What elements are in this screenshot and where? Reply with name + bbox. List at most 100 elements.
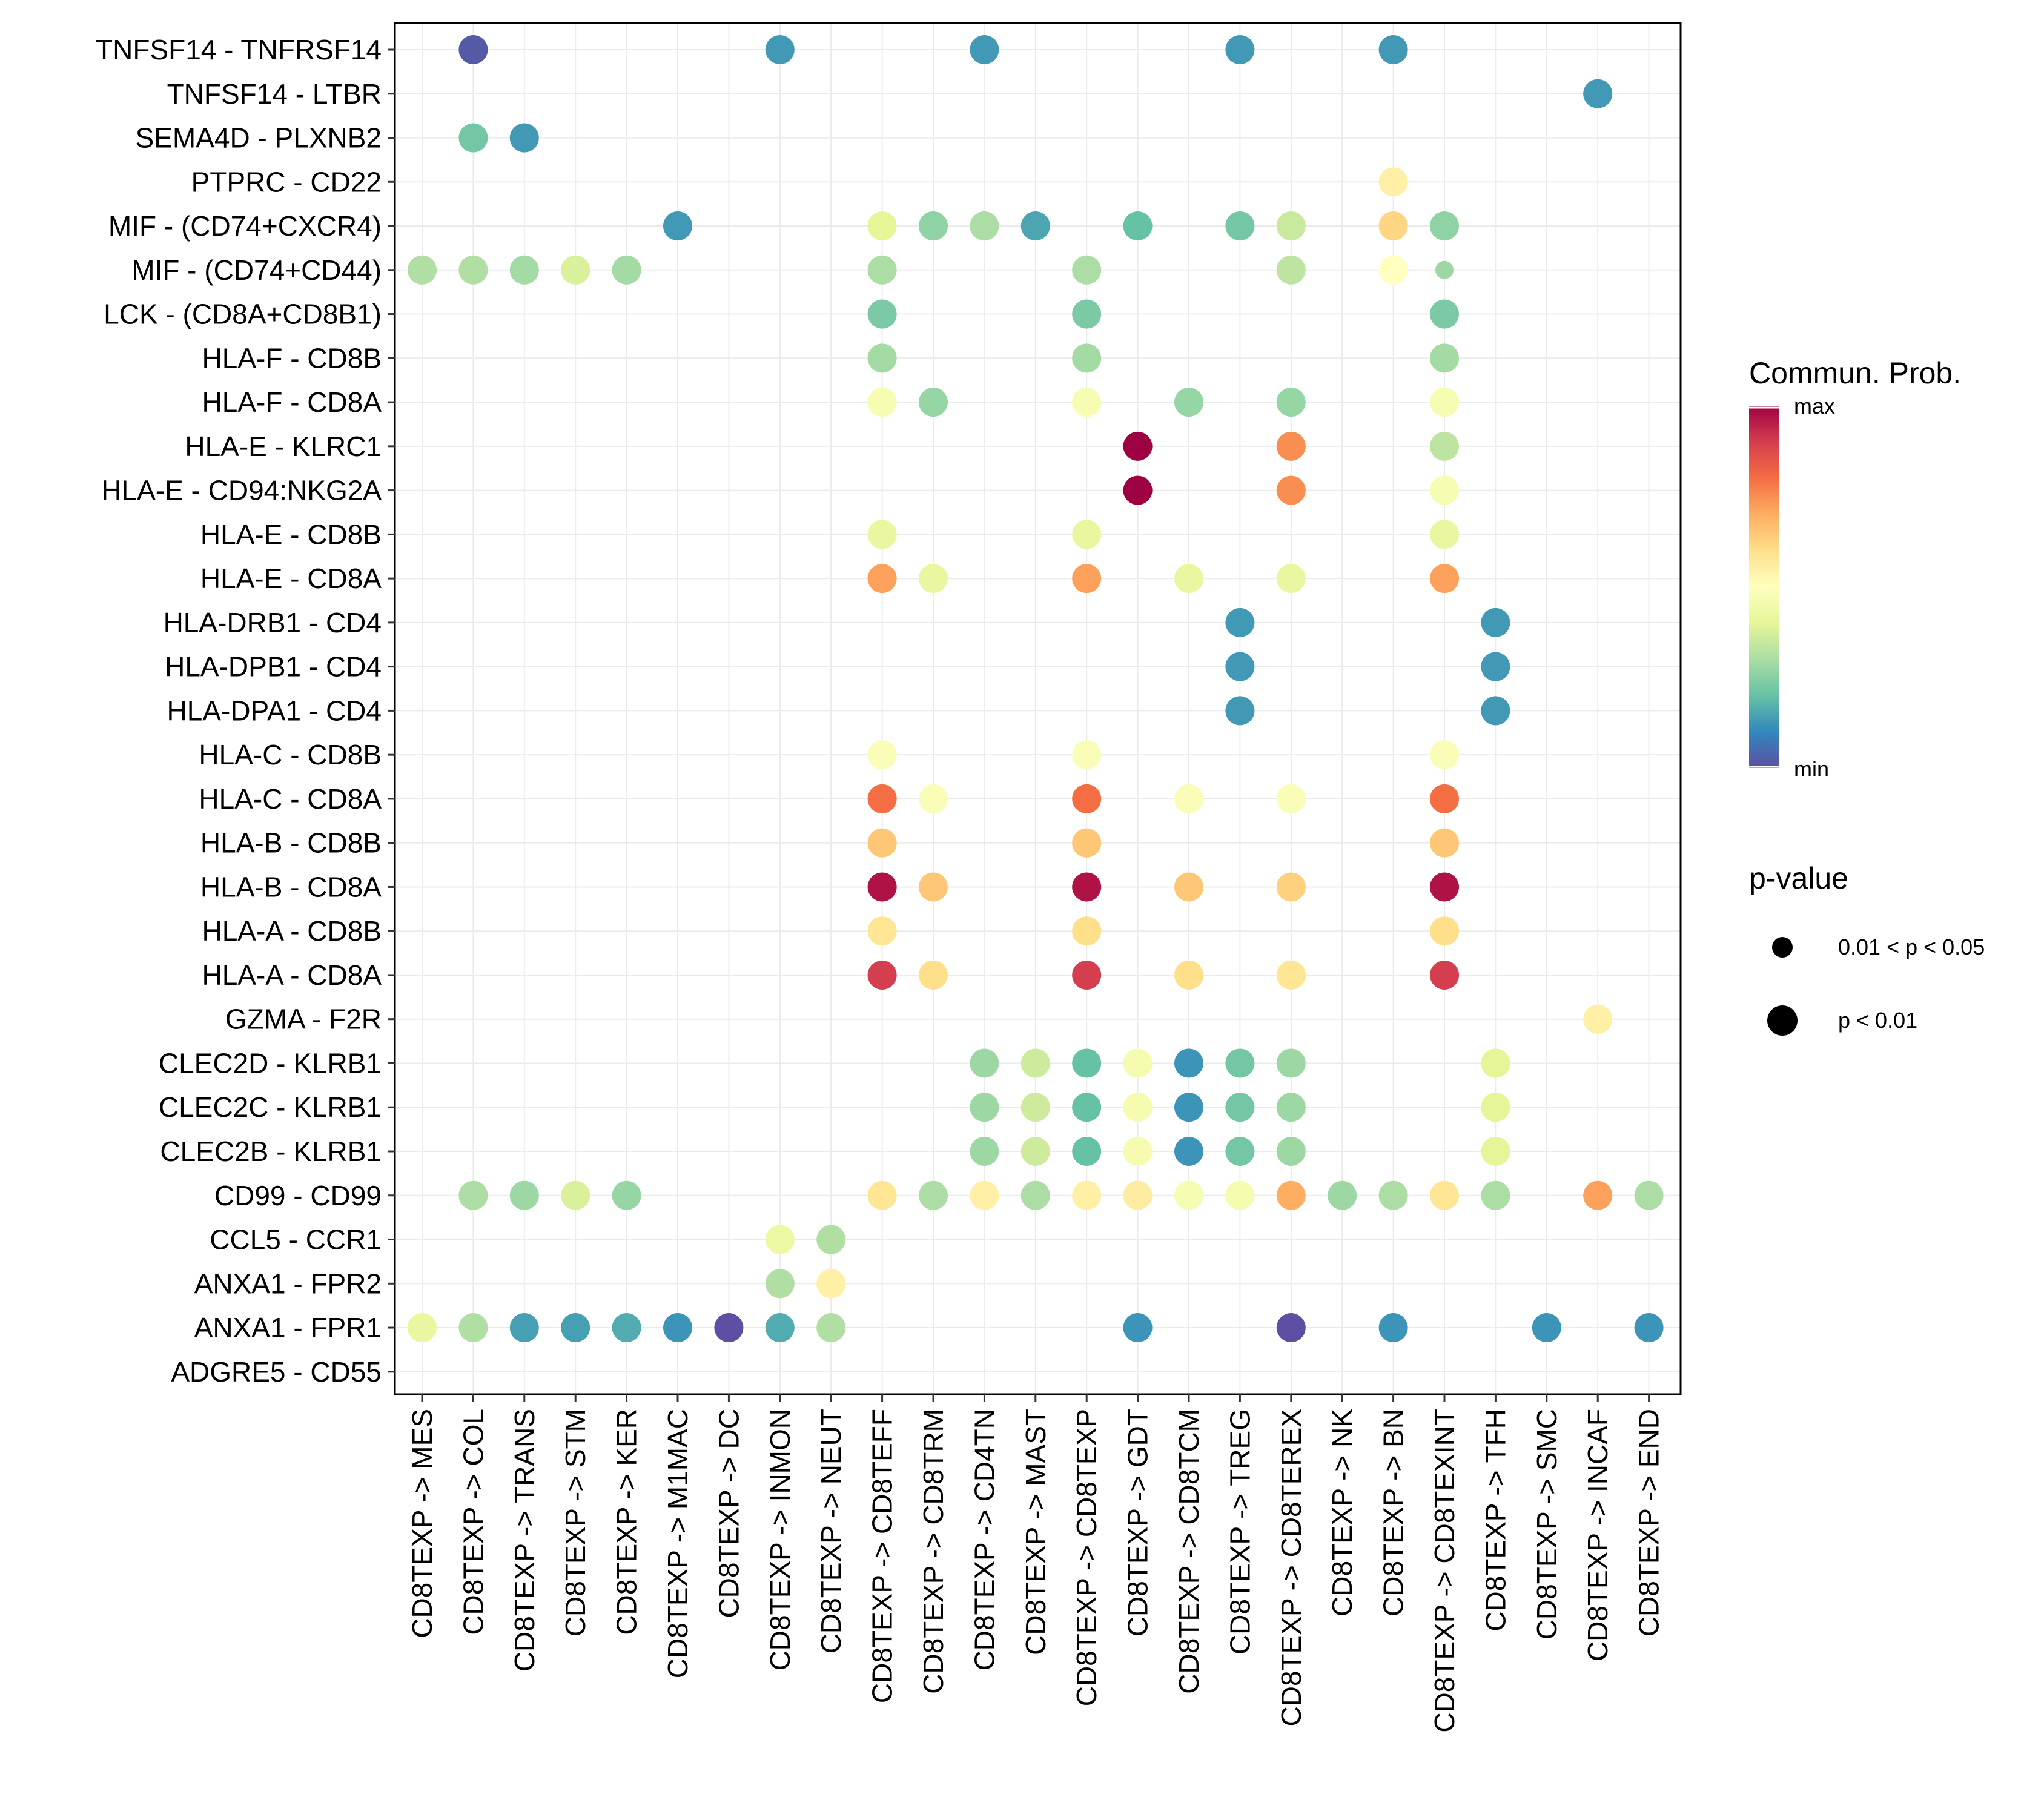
data-point — [1225, 1180, 1255, 1210]
data-point — [663, 1313, 692, 1343]
data-point — [970, 35, 999, 64]
data-point — [919, 872, 948, 902]
data-point — [919, 960, 948, 990]
data-point — [1123, 1313, 1153, 1343]
y-tick-label: HLA-A - CD8A — [202, 959, 382, 991]
y-tick-label: HLA-F - CD8B — [202, 342, 382, 374]
data-point — [1072, 299, 1102, 329]
y-tick-label: ADGRE5 - CD55 — [171, 1356, 382, 1388]
data-point — [561, 1313, 590, 1343]
data-point — [867, 872, 897, 902]
data-point — [1430, 431, 1459, 461]
data-points — [408, 35, 1664, 1343]
data-point — [1225, 211, 1255, 241]
y-tick-label: CLEC2D - KLRB1 — [159, 1047, 382, 1079]
data-point — [816, 1269, 846, 1299]
data-point — [1430, 343, 1459, 373]
data-point — [1481, 1180, 1510, 1210]
data-point — [970, 1048, 999, 1078]
data-point — [970, 1093, 999, 1122]
data-point — [1020, 1093, 1050, 1122]
y-tick-label: CCL5 - CCR1 — [210, 1224, 382, 1256]
data-point — [509, 1313, 539, 1343]
y-tick-label: ANXA1 - FPR2 — [194, 1268, 382, 1299]
x-tick-label: CD8TEXP -> CD4TN — [968, 1409, 1000, 1670]
data-point — [867, 520, 897, 549]
data-point — [1583, 1180, 1613, 1210]
data-point — [1072, 1137, 1102, 1166]
data-point — [1072, 343, 1102, 373]
data-point — [1276, 960, 1306, 990]
data-point — [1276, 1313, 1306, 1343]
y-axis: TNFSF14 - TNFRSF14 TNFSF14 - LTBR SEMA4D -… — [96, 34, 395, 1388]
data-point — [1583, 1004, 1613, 1034]
data-point — [867, 960, 897, 990]
data-point — [1072, 784, 1102, 813]
pvalue-legend-label-small: 0.01 < p < 0.05 — [1838, 935, 1985, 959]
data-point — [1276, 475, 1306, 505]
data-point — [714, 1313, 744, 1343]
data-point — [919, 564, 948, 594]
y-tick-label: HLA-F - CD8A — [202, 386, 382, 418]
x-tick-label: CD8TEXP -> CD8TEXP — [1071, 1409, 1102, 1706]
data-point — [1174, 872, 1203, 902]
plot-panel-border — [394, 22, 1682, 1395]
data-point — [1430, 784, 1459, 813]
data-point — [1430, 740, 1459, 770]
x-tick-label: CD8TEXP -> MES — [406, 1409, 438, 1638]
data-point — [1174, 1093, 1203, 1122]
x-tick-label: CD8TEXP -> CD8TEXINT — [1429, 1409, 1460, 1733]
x-tick-label: CD8TEXP -> TFH — [1480, 1409, 1511, 1632]
data-point — [816, 1225, 846, 1254]
data-point — [867, 916, 897, 946]
pvalue-legend-title: p-value — [1749, 861, 1848, 895]
y-tick-label: PTPRC - CD22 — [191, 166, 382, 197]
data-point — [1072, 255, 1102, 285]
data-point — [561, 1180, 590, 1210]
data-point — [458, 1313, 488, 1343]
color-legend: Commun. Prob. max min — [1749, 356, 1961, 781]
data-point — [1072, 1093, 1102, 1122]
data-point — [1072, 388, 1102, 417]
y-tick-label: MIF - (CD74+CXCR4) — [108, 210, 382, 242]
x-tick-label: CD8TEXP -> STM — [560, 1409, 591, 1637]
data-point — [1481, 696, 1510, 726]
y-tick-label: HLA-E - CD8B — [200, 518, 382, 550]
data-point — [1225, 1093, 1255, 1122]
x-tick-label: CD8TEXP -> MAST — [1020, 1409, 1051, 1655]
data-point — [1634, 1313, 1664, 1343]
data-point — [561, 255, 590, 285]
y-tick-label: HLA-C - CD8B — [199, 739, 382, 770]
y-tick-label: GZMA - F2R — [225, 1004, 382, 1035]
data-point — [1378, 167, 1408, 197]
data-point — [1378, 1313, 1408, 1343]
data-point — [970, 211, 999, 241]
y-tick-label: MIF - (CD74+CD44) — [131, 254, 382, 286]
data-point — [1123, 1093, 1153, 1122]
data-point — [1276, 255, 1306, 285]
data-point — [1276, 1093, 1306, 1122]
x-tick-label: CD8TEXP -> TRANS — [509, 1409, 540, 1672]
y-tick-label: SEMA4D - PLXNB2 — [136, 122, 382, 154]
data-point — [1225, 696, 1255, 726]
data-point — [1276, 1048, 1306, 1078]
pvalue-legend-dot-small — [1772, 937, 1793, 958]
data-point — [1481, 652, 1510, 681]
data-point — [1225, 1137, 1255, 1166]
data-point — [867, 740, 897, 770]
data-point — [1225, 652, 1255, 681]
data-point — [1276, 784, 1306, 813]
data-point — [1072, 916, 1102, 946]
colorbar-min-label: min — [1794, 756, 1829, 781]
data-point — [1430, 960, 1459, 990]
data-point — [1276, 388, 1306, 417]
data-point — [1174, 1180, 1203, 1210]
data-point — [1174, 1137, 1203, 1166]
data-point — [867, 211, 897, 241]
data-point — [867, 784, 897, 813]
x-tick-label: CD8TEXP -> KER — [611, 1409, 643, 1635]
y-tick-label: HLA-A - CD8B — [202, 915, 382, 947]
x-tick-label: CD8TEXP -> TREG — [1224, 1409, 1255, 1655]
data-point — [458, 1180, 488, 1210]
